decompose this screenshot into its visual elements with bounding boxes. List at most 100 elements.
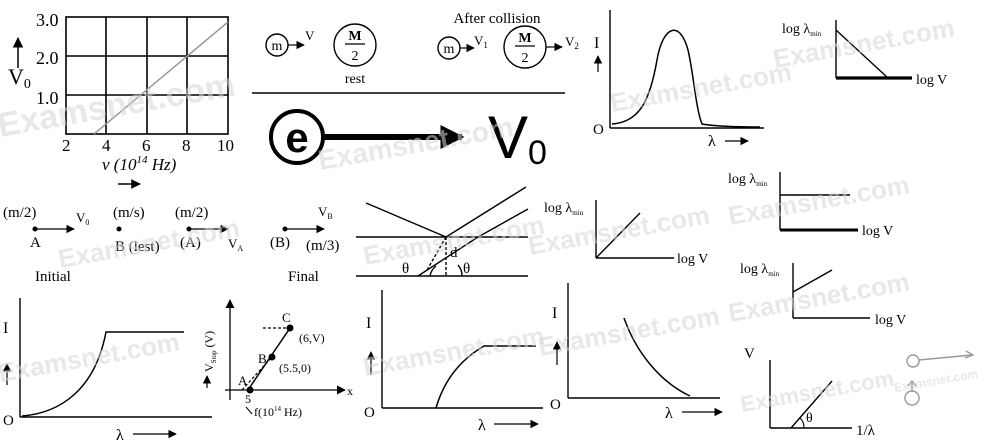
mass-d: (m/3) [306, 238, 339, 254]
ytick-1: 1.0 [36, 88, 59, 108]
curve-1-line [21, 331, 184, 417]
v-graph-angle: θ [806, 411, 813, 426]
xtick-8: 8 [182, 136, 191, 155]
log-graph-decreasing: log λmin log V [782, 20, 947, 88]
log-ylabel-3: log λmin [728, 172, 768, 188]
velocity-label: V [305, 28, 315, 43]
faint-arrow-icons [904, 350, 975, 406]
curve-3-xlabel: λ [665, 405, 673, 422]
intensity-curve-1: I O λ [2, 298, 212, 443]
ylabel-v: V0 [8, 64, 31, 92]
stopping-potential-graph: A B C (5.5,0) (6,V) 5 x VStop (V) f(1014… [202, 299, 353, 419]
bell-curve [611, 29, 761, 128]
svg-text:Examsnet.com: Examsnet.com [0, 326, 182, 387]
bell-ylabel: I [594, 35, 599, 52]
name-a: A [30, 235, 41, 251]
x-axis-label: x [347, 384, 353, 398]
curve-2-line [435, 345, 536, 409]
mass-den: 2 [352, 49, 359, 64]
bell-xlabel: λ [708, 133, 716, 150]
electron-symbol: e [285, 114, 308, 161]
curve-3-line [623, 317, 691, 397]
v-graph-xlabel: 1/λ [856, 423, 876, 439]
stop-line [247, 327, 291, 391]
mass-b: (m/s) [113, 205, 145, 221]
name-c: (A) [180, 235, 201, 251]
decreasing-line [835, 29, 889, 79]
offset-line [792, 269, 833, 293]
bell-curve-graph: I O λ [593, 10, 764, 150]
mass-num: M [348, 29, 361, 44]
curve-2-origin: O [364, 405, 375, 421]
svg-text:Examsnet.com: Examsnet.com [0, 66, 238, 145]
diffraction-d: d [450, 245, 458, 261]
log-graph-increasing: log λmin log V [544, 200, 708, 267]
ytick-2: 2.0 [36, 48, 59, 68]
mass-c: (m/2) [175, 205, 208, 221]
svg-text:2: 2 [522, 51, 529, 66]
electron-diagram: e V0 [269, 104, 547, 172]
svg-text:Examsnet.com: Examsnet.com [893, 366, 979, 394]
log-graph-offset: log λmin log V [740, 262, 906, 328]
after-collision-title: After collision [453, 11, 541, 27]
rest-label: rest [345, 72, 365, 87]
svg-text:m: m [444, 42, 455, 57]
log-xlabel-4: log V [875, 313, 906, 328]
v2-label: V2 [565, 34, 579, 51]
mass-a: (m/2) [3, 205, 36, 221]
ball-m-label: m [272, 39, 283, 54]
curve-1-ylabel: I [3, 320, 8, 337]
collision-diagram: m V M 2 rest After collision m V1 M 2 V2 [252, 11, 579, 94]
svg-text:Examsnet.com: Examsnet.com [361, 209, 547, 270]
tick-5: 5 [245, 392, 251, 406]
diffraction-theta-2: θ [463, 261, 470, 277]
v0-big-label: V0 [488, 104, 547, 172]
v-graph-ylabel: V [744, 346, 755, 362]
vel-a: V0 [76, 210, 89, 227]
curve-2-xlabel: λ [478, 417, 486, 434]
log-xlabel-1: log V [916, 73, 947, 88]
log-xlabel-3: log V [862, 224, 893, 239]
diffraction-theta-1: θ [402, 261, 409, 277]
xtick-2: 2 [62, 136, 71, 155]
v-line [790, 380, 833, 429]
log-xlabel-2: log V [677, 252, 708, 267]
log-ylabel-4: log λmin [740, 262, 780, 278]
curve-1-origin: O [3, 413, 14, 429]
xtick-10: 10 [217, 136, 234, 155]
svg-text:Examsnet.com: Examsnet.com [316, 111, 516, 176]
v0-vs-frequency-graph: 3.0 2.0 1.0 V0 2 4 6 8 10 ν (1014 Hz) [8, 10, 234, 189]
log-graph-constant: log λmin log V [728, 172, 893, 239]
stop-xlabel: f(1014 Hz) [254, 405, 302, 419]
coord-c: (6,V) [299, 331, 325, 345]
name-b: B (lest) [115, 239, 160, 255]
svg-text:M: M [518, 31, 531, 46]
log-ylabel-1: log λmin [782, 22, 822, 38]
svg-text:Examsnet.com: Examsnet.com [536, 300, 722, 361]
intensity-curve-2: I O λ [364, 290, 543, 434]
bell-origin: O [593, 122, 604, 138]
initial-label: Initial [35, 269, 71, 285]
xlabel: ν (1014 Hz) [102, 154, 177, 174]
curve-2-ylabel: I [366, 315, 371, 332]
svg-text:Examsnet.com: Examsnet.com [739, 365, 896, 417]
final-label: Final [288, 269, 319, 285]
stop-ylabel: VStop (V) [202, 331, 218, 372]
vel-c: VA [228, 236, 243, 253]
curve-3-ylabel: I [552, 305, 557, 322]
grid [65, 16, 229, 135]
v-vs-inverse-lambda-graph: θ V 1/λ [744, 346, 876, 439]
svg-text:Examsnet.com: Examsnet.com [608, 56, 794, 117]
name-d: (B) [270, 235, 290, 251]
ytick-3: 3.0 [36, 10, 59, 30]
point-c: C [282, 310, 291, 325]
masses-diagram: (m/2) V0 A (m/s) B (lest) (m/2) (A) VA V… [3, 204, 339, 285]
vel-d: VB [318, 204, 333, 221]
increasing-line [595, 212, 641, 259]
point-a: A [238, 373, 248, 388]
graph-line [93, 21, 229, 135]
curve-3-origin: O [550, 397, 561, 413]
intensity-curve-3: I O λ [550, 283, 723, 422]
log-ylabel-2: log λmin [544, 201, 584, 217]
